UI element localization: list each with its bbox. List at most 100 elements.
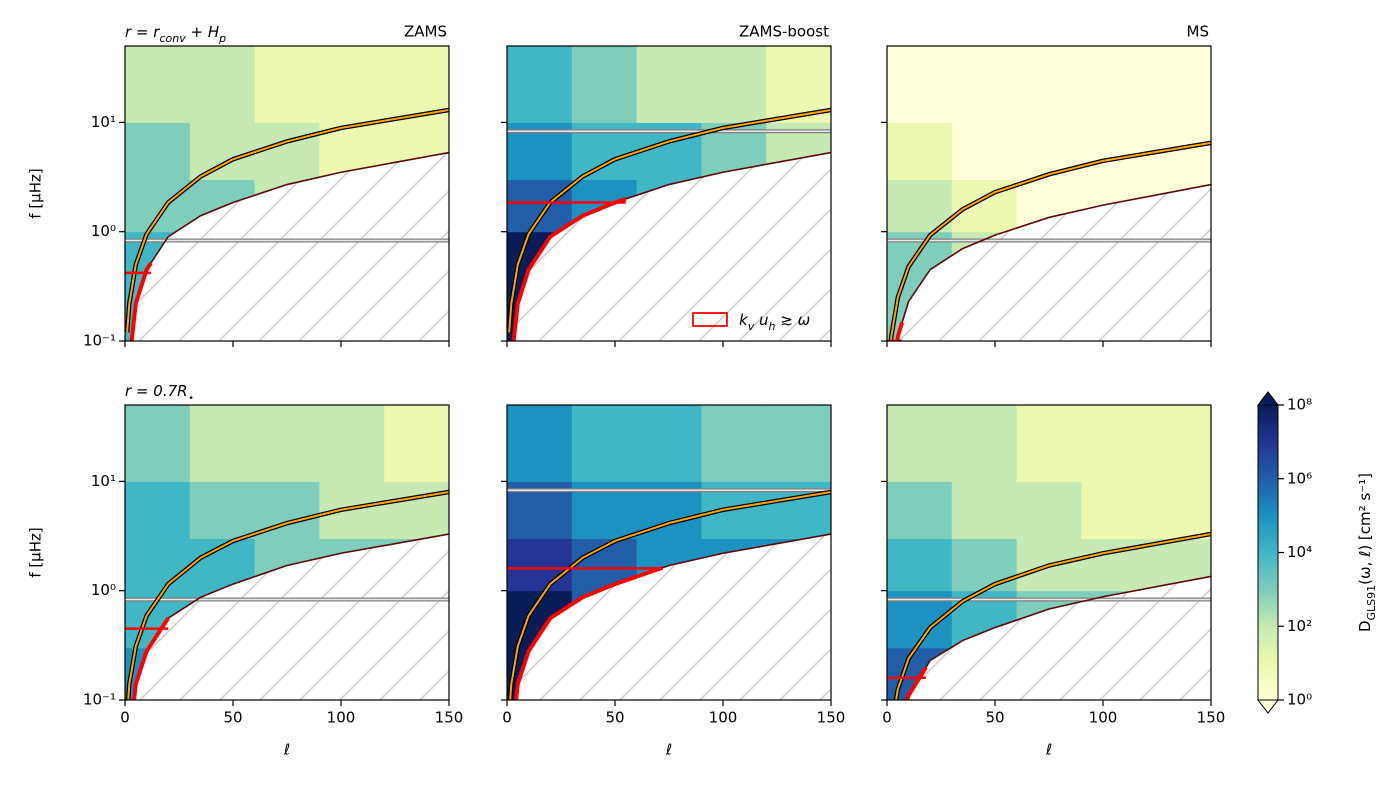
heatmap-cell <box>1016 46 1082 123</box>
colorbar-slice <box>1258 495 1278 500</box>
panel-title: ZAMS <box>404 23 447 41</box>
colorbar-slice <box>1258 687 1278 691</box>
colorbar-slice <box>1258 417 1278 421</box>
heatmap-cell <box>636 46 702 123</box>
colorbar-slice <box>1258 594 1278 598</box>
colorbar-slice <box>1258 648 1278 652</box>
colorbar-slice <box>1258 545 1278 549</box>
colorbar-slice <box>1258 449 1278 453</box>
colorbar-slice <box>1258 412 1278 416</box>
colorbar-slice <box>1258 550 1278 554</box>
colorbar-tick-label: 10² <box>1287 617 1312 635</box>
colorbar-slice <box>1258 577 1278 581</box>
colorbar-slice <box>1258 498 1278 502</box>
colorbar-slice <box>1258 599 1278 603</box>
x-tick-label: 50 <box>605 709 624 727</box>
colorbar-slice <box>1258 672 1278 677</box>
colorbar-slice <box>1258 466 1278 470</box>
axes-frame <box>506 45 832 342</box>
colorbar-slice <box>1258 685 1278 689</box>
colorbar-slice <box>1258 525 1278 529</box>
colorbar-slice <box>1258 554 1278 559</box>
kvuh-boundary <box>132 617 170 700</box>
colorbar-slice <box>1258 636 1278 640</box>
axes-frame <box>886 45 1212 342</box>
heatmap-cell <box>1081 46 1147 123</box>
colorbar-slice <box>1258 653 1278 657</box>
colorbar-extend-min <box>1256 699 1280 714</box>
heatmap-cell <box>636 405 702 482</box>
panel-title: MS <box>1187 23 1209 41</box>
colorbar-slice <box>1258 444 1278 448</box>
colorbar-slice <box>1258 586 1278 590</box>
heatmap-cell <box>125 405 191 482</box>
colorbar-slice <box>1258 677 1278 681</box>
colorbar-slice <box>1258 535 1278 539</box>
axes-frame <box>124 404 450 701</box>
kvuh-boundary <box>514 565 664 700</box>
heatmap-cell <box>125 179 191 233</box>
colorbar-slice <box>1258 454 1278 458</box>
colorbar-slice <box>1258 515 1278 519</box>
colorbar-slice <box>1258 633 1278 637</box>
heatmap-cell <box>125 538 191 592</box>
colorbar-slice <box>1258 441 1278 445</box>
upper-curve <box>126 108 449 333</box>
heatmap-cell <box>189 122 256 181</box>
heatmap-cell <box>125 122 191 181</box>
kvuh-boundary <box>511 197 627 341</box>
heatmap-cell <box>887 538 953 592</box>
colorbar-slice <box>1258 631 1278 635</box>
colorbar-slice <box>1258 584 1278 588</box>
colorbar-slice <box>1258 601 1278 605</box>
colorbar-slice <box>1258 564 1278 568</box>
colorbar-slice <box>1258 491 1278 495</box>
colorbar-slice <box>1258 559 1278 563</box>
colorbar-slice <box>1258 459 1278 463</box>
x-axis-label: ℓ <box>665 741 672 759</box>
colorbar-slice <box>1258 697 1278 701</box>
colorbar-slice <box>1258 481 1278 485</box>
heatmap-cell <box>951 538 1018 592</box>
colorbar-slice <box>1258 567 1278 571</box>
colorbar-tick-label: 10⁰ <box>1287 691 1312 709</box>
x-tick-label: 0 <box>120 709 130 727</box>
colorbar-slice <box>1258 532 1278 536</box>
colorbar-tick-label: 10⁴ <box>1287 543 1312 561</box>
colorbar-slice <box>1258 527 1278 531</box>
colorbar-slice <box>1258 547 1278 551</box>
heatmap-cell <box>1016 122 1082 181</box>
colorbar-slice <box>1258 682 1278 686</box>
upper-curve <box>889 141 1211 341</box>
y-tick-label: 10⁻¹ <box>83 691 116 709</box>
colorbar-slice <box>1258 468 1278 472</box>
colorbar-slice <box>1258 557 1278 561</box>
heatmap-cell <box>189 46 256 123</box>
x-tick-label: 0 <box>882 709 892 727</box>
colorbar-slice <box>1258 537 1278 541</box>
colorbar-slice <box>1258 628 1278 632</box>
y-axis-label: f [μHz] <box>27 527 45 577</box>
kvuh-boundary <box>129 261 153 341</box>
heatmap-cell <box>766 405 831 482</box>
colorbar-slice <box>1258 645 1278 649</box>
colorbar-slice <box>1258 542 1278 546</box>
colorbar-slice <box>1258 613 1278 618</box>
colorbar-slice <box>1258 478 1278 482</box>
axes-frame <box>124 45 450 342</box>
colorbar-slice <box>1258 513 1278 517</box>
colorbar-slice <box>1258 405 1278 409</box>
legend-swatch <box>692 312 728 327</box>
colorbar-slice <box>1258 658 1278 662</box>
heatmap-cell <box>125 46 191 123</box>
y-tick-label: 10¹ <box>91 472 116 490</box>
colorbar-slice <box>1258 579 1278 583</box>
heatmap-cell <box>254 405 320 482</box>
colorbar-slice <box>1258 461 1278 465</box>
colorbar-slice <box>1258 552 1278 556</box>
legend-label: kv uh ≳ ω <box>739 311 810 333</box>
heatmap-cell <box>1146 405 1211 482</box>
upper-curve <box>127 491 449 700</box>
colorbar-slice <box>1258 675 1278 679</box>
colorbar-slice <box>1258 589 1278 593</box>
